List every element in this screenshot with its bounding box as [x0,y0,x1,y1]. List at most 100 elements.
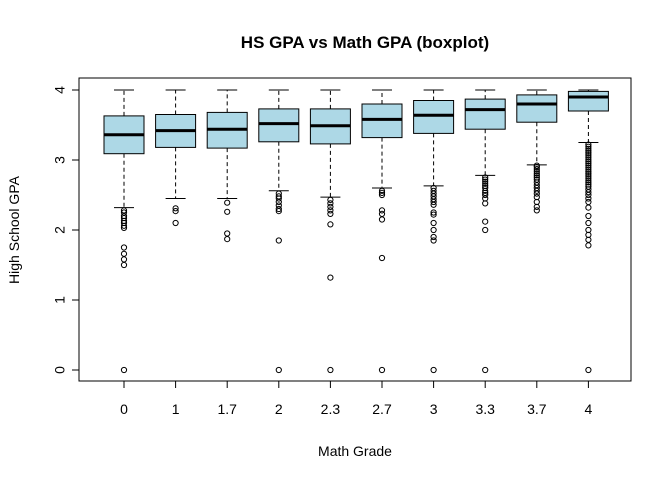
x-tick-label: 3.3 [475,401,495,417]
outlier-point [275,366,282,374]
outlier-point [430,366,437,374]
outlier-point [327,366,334,374]
y-tick-label: 3 [52,156,68,164]
outlier-point [533,166,540,173]
outlier-point [120,244,128,251]
outlier-point [585,156,592,163]
x-axis: 0 1 1.7 2 2.3 2.7 3 3.3 3.7 4 [120,380,593,417]
outlier-point [172,219,179,227]
outlier-point [585,154,592,161]
outlier-point [585,366,592,374]
outlier-point [224,230,231,237]
outlier-point [275,195,282,202]
outlier-point [430,211,437,218]
outlier-point [378,254,386,262]
y-axis-label: High School GPA [6,175,22,284]
y-axis: 0 1 2 3 4 [52,86,80,374]
outlier-point [275,198,282,206]
outlier-point [585,173,592,180]
outlier-point [585,164,592,171]
outlier-point [533,207,540,214]
outlier-point [378,191,386,199]
outlier-point [327,221,334,228]
box-group-1.7 [206,89,248,243]
chart-title: HS GPA vs Math GPA (boxplot) [241,33,489,52]
outlier-point [585,143,592,150]
outlier-point [172,205,179,212]
outlier-point [585,191,592,199]
box-group-2.7 [361,89,403,374]
x-tick-label: 4 [585,401,593,417]
outlier-point [430,198,437,206]
outlier-point [585,166,592,173]
outlier-point [585,162,592,169]
outlier-point [585,152,592,159]
box-group-1 [155,89,197,227]
box-iqr [516,94,558,123]
outlier-point [585,177,592,184]
outlier-point [482,191,489,199]
y-tick-label: 1 [52,296,68,304]
outlier-point [585,170,592,178]
outlier-point [120,256,128,263]
outlier-point [533,187,540,194]
x-tick-label: 2.3 [321,401,341,417]
outlier-point [378,210,386,217]
outlier-point [482,200,489,207]
box-group-3.3 [464,89,506,374]
x-tick-label: 2 [275,401,283,417]
outlier-point [585,204,592,211]
box-iqr [258,108,300,143]
outlier-point [585,149,592,157]
outlier-point [327,203,334,210]
y-tick-label: 4 [52,86,68,94]
outlier-point [430,233,437,241]
outlier-point [482,178,489,185]
outlier-point [378,189,386,196]
outlier-point [482,187,489,194]
outlier-point [275,237,282,244]
x-tick-label: 3 [430,401,438,417]
outlier-point [533,190,540,197]
y-tick-label: 0 [52,366,68,374]
outlier-point [585,160,592,167]
outlier-point [585,147,592,154]
box-group-0 [103,89,145,374]
y-tick-label: 2 [52,226,68,234]
outlier-point [224,199,231,206]
x-tick-label: 2.7 [372,401,392,417]
boxes-layer [103,89,609,374]
outlier-point [430,219,437,227]
outlier-point [327,210,334,217]
outlier-point [275,208,282,215]
outlier-point [533,172,540,179]
outlier-point [585,175,592,182]
x-axis-label: Math Grade [318,443,392,459]
box-group-2 [258,89,300,374]
outlier-point [482,366,489,374]
outlier-point [378,366,386,374]
outlier-point [585,168,592,175]
box-group-4 [567,89,609,374]
outlier-point [585,198,592,206]
outlier-point [585,212,592,220]
outlier-point [533,163,540,171]
box-iqr [413,100,455,134]
outlier-point [120,224,128,231]
outlier-point [120,222,128,229]
outlier-point [430,237,437,244]
box-iqr [464,98,506,130]
outlier-point [430,201,437,208]
outlier-point [585,158,592,165]
x-tick-label: 0 [120,401,128,417]
box-group-2.3 [309,89,351,374]
x-tick-label: 3.7 [527,401,547,417]
outlier-point [120,250,128,257]
outlier-point [172,208,179,215]
box-iqr [567,90,609,112]
outlier-point [482,174,489,181]
outlier-point [585,179,592,186]
outlier-point [430,226,437,234]
outlier-point [585,242,592,249]
